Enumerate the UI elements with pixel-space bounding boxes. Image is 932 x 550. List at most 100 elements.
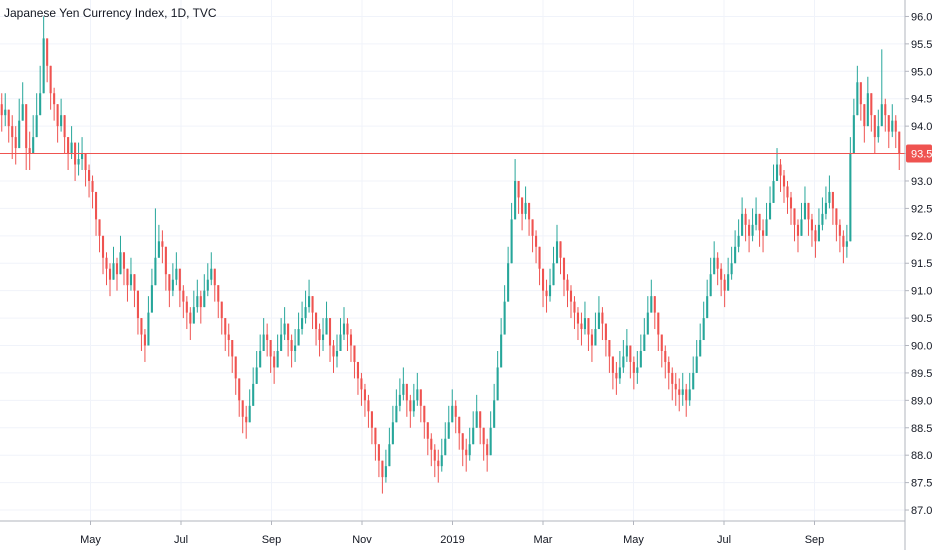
candle-body <box>828 191 831 203</box>
candle-body <box>91 180 94 192</box>
last-price-tag-bg <box>906 144 932 163</box>
candle-body <box>28 148 31 154</box>
candle-body <box>524 202 527 214</box>
candle-body <box>810 219 813 231</box>
candle-body <box>454 405 457 417</box>
candle-body <box>891 120 894 132</box>
price-axis[interactable]: 87.0 87.5 88.0 88.5 89.0 89.5 90.0 90.5 91.0 91.5… <box>905 11 932 517</box>
candle-body <box>311 296 314 313</box>
candle-body <box>370 411 373 428</box>
candle-body <box>629 345 632 362</box>
candle-body <box>852 115 855 154</box>
candle-body <box>143 334 146 346</box>
time-tick-label: Sep <box>805 534 825 546</box>
price-tick-label: 89.0 <box>911 395 932 407</box>
price-tick-label: 92.0 <box>911 231 932 243</box>
candle-body <box>625 345 628 357</box>
candle-body <box>884 104 887 116</box>
candle-body <box>562 257 566 280</box>
candle-body <box>419 389 422 406</box>
candle-body <box>220 301 223 319</box>
time-tick-label: Jul <box>717 534 731 546</box>
candle-body <box>133 274 136 291</box>
time-tick-label: Nov <box>352 534 372 546</box>
candle-body <box>262 334 265 351</box>
candle-body <box>611 356 614 373</box>
candle-body <box>224 318 227 335</box>
candle-body <box>25 104 28 149</box>
candle-body <box>0 104 3 116</box>
candle-body <box>433 449 436 461</box>
candle-body <box>266 334 269 341</box>
candle-body <box>573 301 576 313</box>
candle-body <box>496 367 499 401</box>
candle-body <box>569 290 573 302</box>
candle-body <box>185 301 188 313</box>
candle-body <box>538 246 541 269</box>
candle-body <box>259 350 262 368</box>
candle-body <box>786 186 789 198</box>
candle-body <box>4 109 7 116</box>
candle-body <box>238 378 241 401</box>
candle-body <box>430 438 433 450</box>
candle-body <box>681 389 684 395</box>
candle-body <box>552 263 555 286</box>
time-tick-label: Jul <box>174 534 188 546</box>
candle-body <box>391 422 394 445</box>
chart-title: Japanese Yen Currency Index, 1D, TVC <box>4 6 217 20</box>
candle-body <box>217 285 220 302</box>
candle-body <box>824 202 827 214</box>
candle-body <box>737 235 740 247</box>
candle-body <box>576 312 580 324</box>
candle-body <box>315 312 318 330</box>
candle-body <box>374 427 377 445</box>
candle-body <box>63 115 66 138</box>
price-tick-label: 94.0 <box>911 121 932 133</box>
candle-body <box>363 389 366 401</box>
candle-body <box>447 422 450 439</box>
candle-body <box>49 65 52 94</box>
candle-body <box>723 279 726 291</box>
candle-body <box>416 389 419 401</box>
candle-body <box>318 329 321 341</box>
candle-body <box>168 274 171 291</box>
candle-body <box>18 120 21 149</box>
candle-body <box>646 312 649 335</box>
price-tick-label: 95.0 <box>911 66 932 78</box>
candle-body <box>493 400 496 428</box>
candle-body <box>360 378 363 390</box>
candle-body <box>555 241 559 264</box>
time-axis[interactable]: May Jul Sep Nov 2019 Mar May Jul Sep <box>80 521 824 546</box>
candle-body <box>60 115 63 127</box>
candle-body <box>199 296 202 308</box>
candle-body <box>762 230 765 236</box>
candle-body <box>136 290 139 319</box>
candle-body <box>856 82 859 116</box>
candle-body <box>409 400 412 412</box>
candle-body <box>269 340 272 357</box>
candle-body <box>308 296 311 308</box>
candle-body <box>346 323 349 335</box>
candle-body <box>779 164 782 176</box>
candle-body <box>503 301 506 335</box>
price-tick-label: 88.0 <box>911 450 932 462</box>
candle-body <box>507 263 510 302</box>
candle-body <box>475 411 478 428</box>
candle-body <box>381 460 384 478</box>
candle-body <box>42 38 45 94</box>
candles <box>0 16 901 494</box>
candle-body <box>583 318 586 330</box>
candle-body <box>280 334 283 351</box>
candle-body <box>500 334 503 368</box>
candle-body <box>880 104 883 127</box>
candle-body <box>213 268 216 286</box>
candle-body <box>349 334 353 346</box>
candle-body <box>126 268 129 286</box>
candle-body <box>7 109 10 127</box>
candle-body <box>887 115 890 132</box>
candle-body <box>119 252 122 275</box>
candle-body <box>632 361 635 373</box>
candle-body <box>590 334 593 346</box>
